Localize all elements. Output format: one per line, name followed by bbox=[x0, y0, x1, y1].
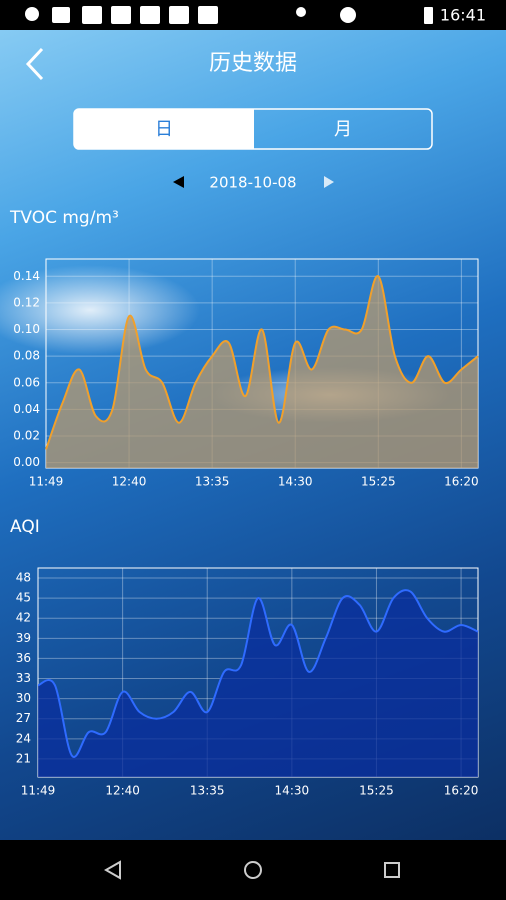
chart-title: TVOC mg/m³ bbox=[9, 208, 119, 228]
y-tick-label: 45 bbox=[16, 591, 31, 605]
back-button[interactable] bbox=[25, 47, 44, 81]
y-tick-label: 0.02 bbox=[13, 429, 40, 443]
nav-home[interactable] bbox=[244, 861, 262, 879]
line bbox=[45, 275, 479, 450]
y-tick-label: 27 bbox=[16, 711, 31, 725]
y-tick-label: 36 bbox=[16, 651, 31, 665]
status-icons bbox=[25, 6, 433, 24]
x-tick-label: 13:35 bbox=[195, 475, 230, 489]
nav-recent[interactable] bbox=[384, 862, 400, 878]
y-tick-label: 0.10 bbox=[13, 322, 40, 336]
tab-month-label[interactable]: 月 bbox=[334, 119, 352, 140]
x-tick-label: 12:40 bbox=[112, 475, 147, 489]
x-tick-label: 11:49 bbox=[29, 475, 64, 489]
y-tick-label: 24 bbox=[16, 731, 31, 745]
chart-title: AQI bbox=[10, 517, 40, 537]
y-tick-label: 0.14 bbox=[13, 269, 40, 283]
tab-day-label[interactable]: 日 bbox=[155, 119, 173, 140]
y-tick-label: 0.06 bbox=[13, 375, 40, 389]
x-tick-label: 12:40 bbox=[105, 784, 140, 798]
tab-day[interactable] bbox=[74, 109, 254, 149]
y-tick-label: 0.08 bbox=[13, 349, 40, 363]
prev-date[interactable] bbox=[173, 176, 184, 188]
y-tick-label: 39 bbox=[16, 631, 31, 645]
x-tick-label: 16:20 bbox=[444, 784, 479, 798]
area bbox=[38, 590, 478, 777]
y-tick-label: 0.00 bbox=[13, 455, 40, 469]
y-tick-label: 0.04 bbox=[13, 402, 40, 416]
y-tick-label: 21 bbox=[16, 751, 31, 765]
x-tick-label: 13:35 bbox=[190, 784, 225, 798]
nav-back[interactable] bbox=[103, 860, 121, 880]
page-title: 历史数据 bbox=[209, 51, 297, 76]
date-label: 2018-10-08 bbox=[209, 174, 296, 192]
x-tick-label: 14:30 bbox=[275, 784, 310, 798]
cloud bbox=[0, 265, 200, 355]
next-date[interactable] bbox=[324, 176, 334, 188]
y-tick-label: 48 bbox=[16, 571, 31, 585]
nav-bar bbox=[0, 840, 506, 900]
y-tick-label: 30 bbox=[16, 691, 31, 705]
y-tick-label: 0.12 bbox=[13, 295, 40, 309]
line bbox=[37, 589, 479, 758]
x-tick-label: 14:30 bbox=[278, 475, 313, 489]
x-tick-label: 15:25 bbox=[359, 784, 394, 798]
area bbox=[46, 276, 478, 468]
status-time: 16:41 bbox=[440, 6, 486, 25]
y-tick-label: 33 bbox=[16, 671, 31, 685]
x-tick-label: 11:49 bbox=[21, 784, 56, 798]
x-tick-label: 15:25 bbox=[361, 475, 396, 489]
x-tick-label: 16:20 bbox=[444, 475, 479, 489]
y-tick-label: 42 bbox=[16, 611, 31, 625]
